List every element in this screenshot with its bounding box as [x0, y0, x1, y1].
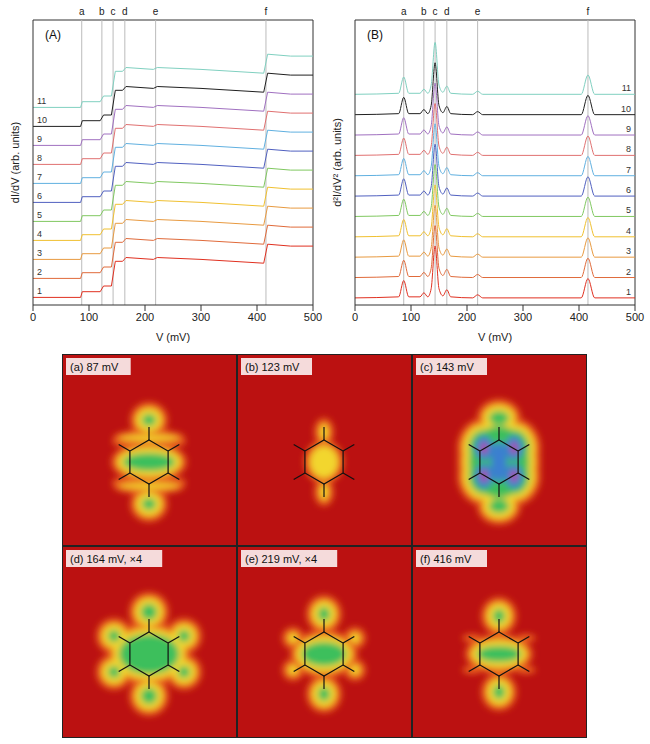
svg-text:9: 9	[37, 134, 42, 144]
svg-text:11: 11	[622, 83, 631, 93]
svg-text:9: 9	[626, 124, 631, 134]
svg-text:4: 4	[37, 229, 42, 239]
svg-text:a: a	[79, 6, 85, 17]
svg-text:dI/dV (arb. units): dI/dV (arb. units)	[9, 122, 21, 203]
svg-text:500: 500	[304, 311, 322, 323]
svg-text:V (mV): V (mV)	[156, 331, 190, 343]
svg-text:2: 2	[626, 267, 631, 277]
svg-text:d²I/dV² (arb. units): d²I/dV² (arb. units)	[331, 118, 343, 207]
svg-text:10: 10	[37, 115, 47, 125]
svg-text:d: d	[122, 6, 128, 17]
svg-text:10: 10	[621, 104, 631, 114]
svg-text:f: f	[265, 6, 268, 17]
svg-text:5: 5	[37, 210, 42, 220]
svg-text:b: b	[99, 6, 105, 17]
svg-text:7: 7	[37, 172, 42, 182]
svg-text:b: b	[421, 6, 427, 17]
svg-text:(b) 123 mV: (b) 123 mV	[245, 361, 300, 373]
svg-text:400: 400	[570, 311, 588, 323]
svg-text:11: 11	[37, 96, 46, 106]
html-text:(A): (A)	[45, 28, 61, 42]
svg-text:4: 4	[626, 226, 631, 236]
svg-text:c: c	[433, 6, 438, 17]
svg-text:1: 1	[37, 286, 42, 296]
html-text:(B): (B)	[367, 28, 383, 42]
svg-text:6: 6	[37, 191, 42, 201]
svg-text:7: 7	[626, 165, 631, 175]
svg-text:5: 5	[626, 205, 631, 215]
svg-text:0: 0	[352, 311, 358, 323]
svg-text:100: 100	[80, 311, 98, 323]
svg-text:200: 200	[136, 311, 154, 323]
svg-text:3: 3	[626, 246, 631, 256]
svg-text:300: 300	[192, 311, 210, 323]
svg-text:e: e	[475, 6, 481, 17]
svg-text:3: 3	[37, 248, 42, 258]
svg-text:100: 100	[402, 311, 420, 323]
svg-text:500: 500	[626, 311, 644, 323]
svg-text:200: 200	[458, 311, 476, 323]
svg-text:8: 8	[626, 144, 631, 154]
svg-text:300: 300	[514, 311, 532, 323]
svg-text:a: a	[401, 6, 407, 17]
svg-text:400: 400	[248, 311, 266, 323]
svg-text:8: 8	[37, 153, 42, 163]
svg-text:6: 6	[626, 185, 631, 195]
svg-text:0: 0	[30, 311, 36, 323]
svg-text:(c) 143 mV: (c) 143 mV	[420, 361, 474, 373]
svg-text:1: 1	[626, 287, 631, 297]
svg-text:V (mV): V (mV)	[478, 331, 512, 343]
svg-text:(f) 416 mV: (f) 416 mV	[420, 553, 472, 565]
svg-text:c: c	[111, 6, 116, 17]
svg-text:(d) 164 mV, ×4: (d) 164 mV, ×4	[70, 553, 142, 565]
svg-text:2: 2	[37, 267, 42, 277]
svg-text:d: d	[444, 6, 450, 17]
svg-text:(e) 219 mV, ×4: (e) 219 mV, ×4	[245, 553, 317, 565]
svg-text:f: f	[587, 6, 590, 17]
svg-text:e: e	[153, 6, 159, 17]
svg-text:(a) 87 mV: (a) 87 mV	[70, 361, 119, 373]
